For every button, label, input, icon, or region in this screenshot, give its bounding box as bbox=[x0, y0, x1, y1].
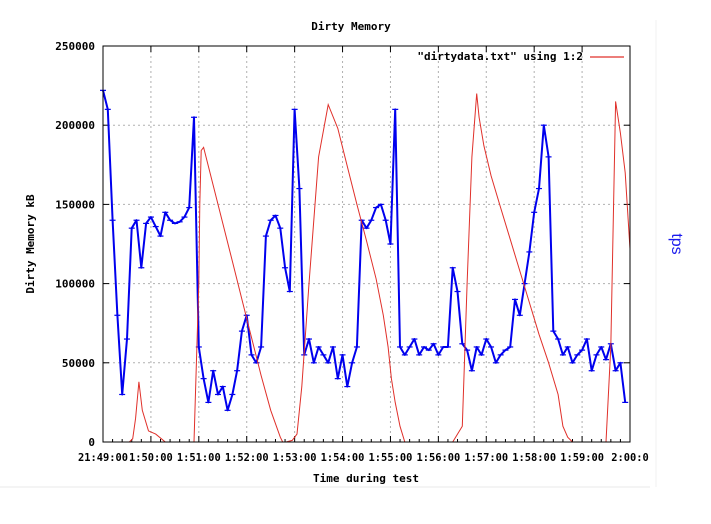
x-tick-label: 1:56:00 bbox=[416, 452, 460, 464]
y-tick-label: 100000 bbox=[55, 278, 95, 291]
x-tick-label: 1:59:00 bbox=[560, 452, 604, 464]
x-tick-label: 1:50:00 bbox=[129, 452, 173, 464]
x-tick-label: 1:55:00 bbox=[369, 452, 413, 464]
x-axis-ticks: 21:49:00 1:50:00 1:51:00 1:52:00 1:53:00 1:54… bbox=[78, 46, 649, 464]
x-tick-label: 1:51:00 bbox=[177, 452, 221, 464]
y-tick-label: 250000 bbox=[55, 40, 95, 53]
y-tick-label: 50000 bbox=[62, 357, 95, 370]
x-tick-label: 1:57:00 bbox=[464, 452, 508, 464]
x-tick-label: 1:54:00 bbox=[321, 452, 365, 464]
y-tick-label: 0 bbox=[88, 436, 95, 449]
x-tick-label: 1:53:00 bbox=[273, 452, 317, 464]
x-tick-label: 21:49:00 bbox=[78, 452, 128, 464]
y-axis-label: Dirty Memory kB bbox=[24, 194, 37, 294]
plot-frame bbox=[102, 45, 631, 443]
series-group bbox=[100, 89, 631, 443]
x-tick-label: 2:00:0 bbox=[611, 452, 649, 464]
chart-title: Dirty Memory bbox=[311, 20, 391, 33]
x-tick-label: 1:52:00 bbox=[225, 452, 269, 464]
y-tick-label: 150000 bbox=[55, 198, 95, 211]
legend-label: "dirtydata.txt" using 1:2 bbox=[417, 50, 583, 63]
y2-axis-label: tps bbox=[668, 233, 685, 254]
y-tick-label: 200000 bbox=[55, 119, 95, 132]
tps-series-line bbox=[102, 90, 627, 412]
y-axis-ticks: 0 50000 100000 150000 200000 250000 bbox=[55, 40, 630, 449]
x-tick-label: 1:58:00 bbox=[512, 452, 556, 464]
x-axis-label: Time during test bbox=[313, 472, 419, 485]
dirtydata-series-line bbox=[128, 93, 631, 443]
